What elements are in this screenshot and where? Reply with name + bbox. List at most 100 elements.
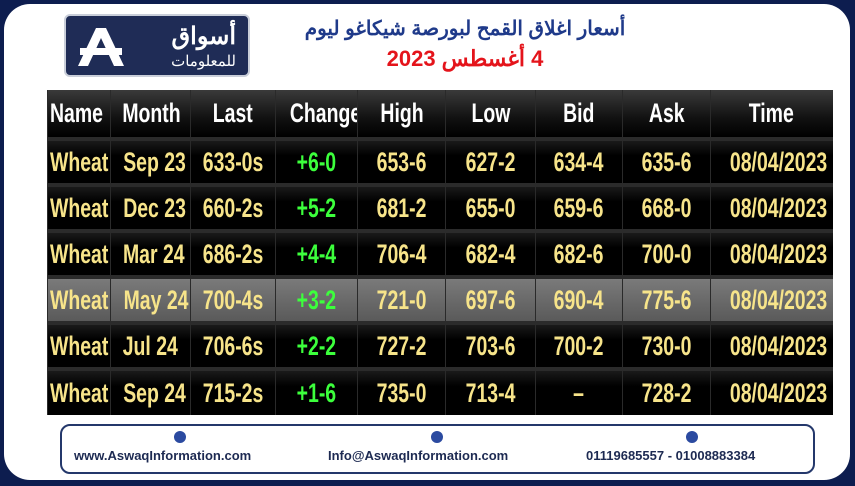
table-cell: 660-2s xyxy=(190,183,276,231)
table-row: Wheat Mar 24 686-2s +4-4 706-4 682-4 682-6 700-… xyxy=(47,229,833,277)
table-cell: 681-2 xyxy=(357,183,446,231)
column-header: High xyxy=(357,90,446,139)
table-cell-text: 08/04/2023 xyxy=(729,377,828,408)
column-header-text: Ask xyxy=(648,98,685,128)
table-cell: 735-0 xyxy=(357,367,446,415)
table-cell-text: 713-4 xyxy=(465,377,516,408)
table-cell: May 24 xyxy=(110,275,191,323)
table-cell: +1-6 xyxy=(275,367,358,415)
table-cell: 686-2s xyxy=(190,229,276,277)
table-row: Wheat Dec 23 660-2s +5-2 681-2 655-0 659-6 668-… xyxy=(47,183,833,231)
table-cell-text: +4-4 xyxy=(296,238,337,269)
column-header: Name xyxy=(47,90,111,139)
table-cell-text: Sep 24 xyxy=(123,377,186,408)
table-cell-text: 627-2 xyxy=(465,146,516,177)
table-cell: 700-4s xyxy=(190,275,276,323)
phone-icon xyxy=(686,431,698,443)
table-cell-text: 735-0 xyxy=(376,377,427,408)
table-cell-text: – xyxy=(573,377,585,408)
price-table: Name Month Last Change High Low Bid Ask Time Whe… xyxy=(47,90,833,415)
table-cell-text: 700-4s xyxy=(202,284,264,315)
table-cell-text: Wheat xyxy=(50,377,109,408)
table-cell: 700-0 xyxy=(622,229,711,277)
table-cell: 627-2 xyxy=(445,137,536,185)
column-header-text: Low xyxy=(471,98,510,128)
table-cell-text: 730-0 xyxy=(641,330,692,361)
table-cell-text: Dec 23 xyxy=(123,192,186,223)
column-header-text: High xyxy=(379,98,424,128)
table-cell-text: +3-2 xyxy=(296,284,337,315)
table-cell: Wheat xyxy=(47,321,111,369)
column-header: Low xyxy=(445,90,536,139)
table-cell: 08/04/2023 xyxy=(710,321,833,369)
table-row: Wheat Sep 24 715-2s +1-6 735-0 713-4 – 728-2 08/… xyxy=(47,367,833,415)
column-header: Bid xyxy=(535,90,623,139)
table-cell-text: +2-2 xyxy=(296,330,337,361)
table-cell-text: Wheat xyxy=(50,192,109,223)
column-header-text: Bid xyxy=(563,98,595,128)
table-cell-text: Wheat xyxy=(50,238,109,269)
header-row: Name Month Last Change High Low Bid Ask Time xyxy=(47,90,833,139)
table-cell: 697-6 xyxy=(445,275,536,323)
table-cell-text: 703-6 xyxy=(465,330,516,361)
table-cell-text: 700-0 xyxy=(641,238,692,269)
table-cell-text: 653-6 xyxy=(376,146,427,177)
table-cell: 08/04/2023 xyxy=(710,183,833,231)
table-cell-text: +1-6 xyxy=(296,377,337,408)
table-cell-text: 682-6 xyxy=(554,238,604,269)
column-header-text: Change xyxy=(289,98,358,128)
table-cell-text: 681-2 xyxy=(376,192,427,223)
table-cell-text: Sep 23 xyxy=(123,146,186,177)
table-cell-text: 686-2s xyxy=(202,238,264,269)
website: www.AswaqInformation.com xyxy=(74,448,252,463)
table-cell: 715-2s xyxy=(190,367,276,415)
table-cell: +2-2 xyxy=(275,321,358,369)
table-cell: Mar 24 xyxy=(110,229,191,277)
table-row: Wheat May 24 700-4s +3-2 721-0 697-6 690-4 775-… xyxy=(47,275,833,323)
table-cell-text: 08/04/2023 xyxy=(729,192,828,223)
table-cell-text: 697-6 xyxy=(465,284,516,315)
table-cell-text: 727-2 xyxy=(376,330,427,361)
table-cell: 706-4 xyxy=(357,229,446,277)
table-cell: Wheat xyxy=(47,183,111,231)
table-cell: Wheat xyxy=(47,367,111,415)
table-cell: Jul 24 xyxy=(110,321,191,369)
date: 4 أغسطس 2023 xyxy=(386,46,544,71)
table-cell: Wheat xyxy=(47,275,111,323)
table-row: Wheat Jul 24 706-6s +2-2 727-2 703-6 700-2 730-… xyxy=(47,321,833,369)
table-cell: 775-6 xyxy=(622,275,711,323)
table-cell-text: Wheat xyxy=(50,330,109,361)
table-cell-text: Wheat xyxy=(50,284,109,315)
column-header-text: Last xyxy=(213,98,253,128)
column-header-text: Time xyxy=(749,98,795,128)
column-header: Last xyxy=(190,90,276,139)
table-cell: Wheat xyxy=(47,229,111,277)
table-cell-text: 682-4 xyxy=(465,238,516,269)
table-cell: 730-0 xyxy=(622,321,711,369)
table-cell: Dec 23 xyxy=(110,183,191,231)
table-cell-text: +5-2 xyxy=(296,192,337,223)
table-cell: +5-2 xyxy=(275,183,358,231)
table-cell: 727-2 xyxy=(357,321,446,369)
table-cell: 08/04/2023 xyxy=(710,275,833,323)
logo-icon xyxy=(78,28,124,66)
table-cell: 682-4 xyxy=(445,229,536,277)
table-cell: 700-2 xyxy=(535,321,623,369)
table-cell: 655-0 xyxy=(445,183,536,231)
table-cell-text: 08/04/2023 xyxy=(729,146,828,177)
table-cell: 728-2 xyxy=(622,367,711,415)
table-cell: 721-0 xyxy=(357,275,446,323)
table-cell: 635-6 xyxy=(622,137,711,185)
table-cell-text: 775-6 xyxy=(641,284,692,315)
table-row: Wheat Sep 23 633-0s +6-0 653-6 627-2 634-4 635-… xyxy=(47,137,833,185)
table-cell: +4-4 xyxy=(275,229,358,277)
table-cell: +3-2 xyxy=(275,275,358,323)
mail-icon xyxy=(431,431,443,443)
table-cell-text: 660-2s xyxy=(202,192,264,223)
title: أسعار اغلاق القمح لبورصة شيكاغو ليوم xyxy=(304,18,626,40)
column-header-text: Month xyxy=(122,98,181,128)
table-cell: Wheat xyxy=(47,137,111,185)
logo-name: أسواق xyxy=(171,23,236,50)
email: Info@AswaqInformation.com xyxy=(328,448,509,463)
phones: 01119685557 - 01008883384 xyxy=(586,448,756,463)
